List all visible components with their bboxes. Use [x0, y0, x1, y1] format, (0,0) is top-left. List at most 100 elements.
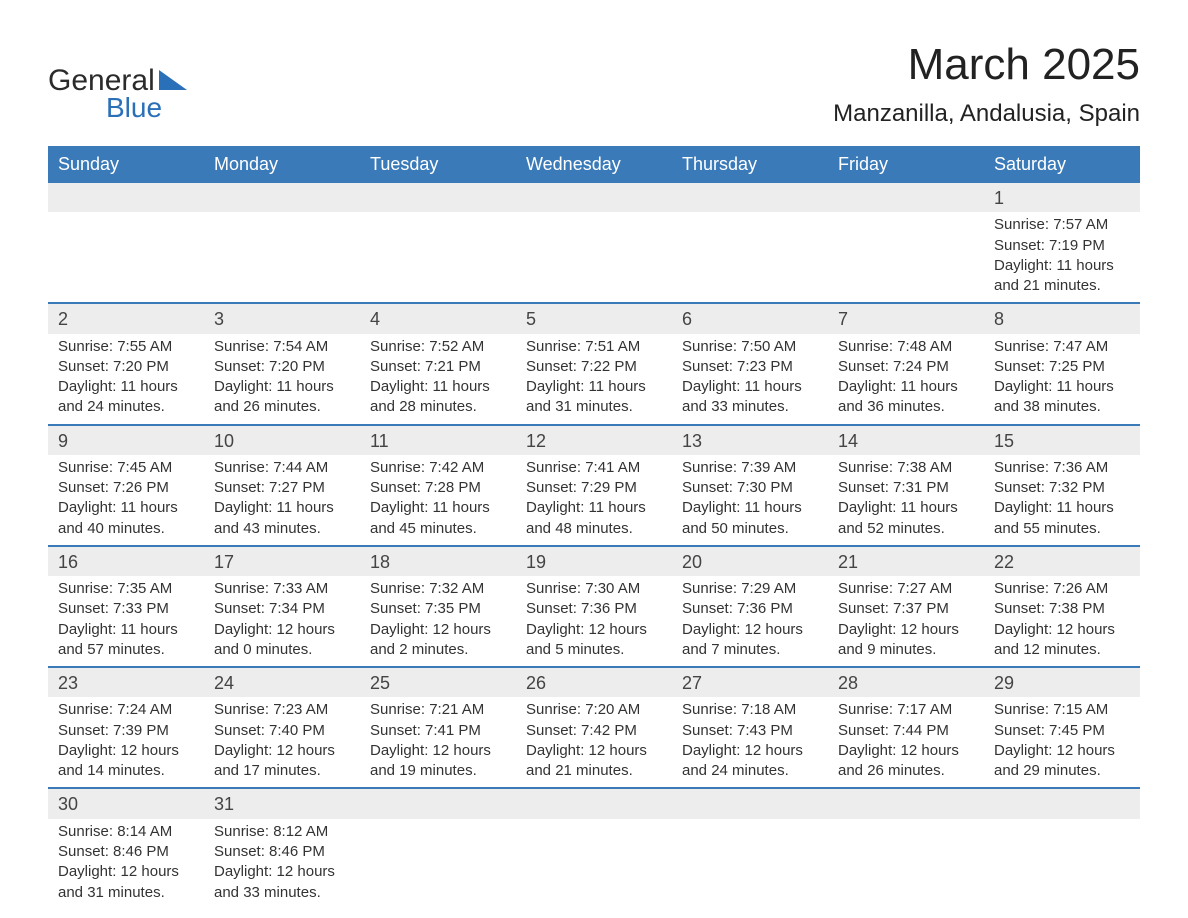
detail-line: Sunset: 7:20 PM [58, 357, 194, 377]
day-number-cell [672, 183, 828, 212]
day-detail-cell: Sunrise: 7:23 AMSunset: 7:40 PMDaylight:… [204, 697, 360, 788]
day-detail-cell [516, 819, 672, 909]
month-title: March 2025 [833, 40, 1140, 90]
detail-line: and 26 minutes. [838, 761, 974, 781]
day-number-cell: 8 [984, 303, 1140, 333]
day-number-cell: 25 [360, 667, 516, 697]
day-number-row: 1 [48, 183, 1140, 212]
weekday-header: Saturday [984, 146, 1140, 183]
detail-line: and 9 minutes. [838, 640, 974, 660]
weekday-header: Tuesday [360, 146, 516, 183]
day-detail-row: Sunrise: 7:45 AMSunset: 7:26 PMDaylight:… [48, 455, 1140, 546]
detail-line: and 2 minutes. [370, 640, 506, 660]
detail-line: and 50 minutes. [682, 519, 818, 539]
detail-line: and 24 minutes. [682, 761, 818, 781]
day-detail-cell [204, 212, 360, 303]
detail-line: Sunrise: 7:38 AM [838, 458, 974, 478]
day-detail-row: Sunrise: 7:55 AMSunset: 7:20 PM Daylight:… [48, 334, 1140, 425]
detail-line: and 7 minutes. [682, 640, 818, 660]
detail-line: Sunset: 8:46 PM [58, 842, 194, 862]
detail-line: Sunrise: 7:47 AM [994, 337, 1130, 357]
detail-line: Sunrise: 7:55 AM [58, 337, 194, 357]
detail-line: Sunset: 7:21 PM [370, 357, 506, 377]
detail-line: Sunset: 7:32 PM [994, 478, 1130, 498]
detail-line: Sunrise: 7:54 AM [214, 337, 350, 357]
day-number-cell [360, 183, 516, 212]
detail-line: and 21 minutes. [526, 761, 662, 781]
detail-line: Sunrise: 7:39 AM [682, 458, 818, 478]
detail-line: and 5 minutes. [526, 640, 662, 660]
detail-line: Daylight: 11 hours [526, 498, 662, 518]
day-number-cell [48, 183, 204, 212]
detail-line: Daylight: 11 hours [682, 377, 818, 397]
weekday-header-row: SundayMondayTuesdayWednesdayThursdayFrid… [48, 146, 1140, 183]
detail-line: and 52 minutes. [838, 519, 974, 539]
detail-line: Sunrise: 7:57 AM [994, 215, 1130, 235]
day-number-cell: 9 [48, 425, 204, 455]
day-detail-cell: Sunrise: 7:21 AMSunset: 7:41 PMDaylight:… [360, 697, 516, 788]
detail-line: Sunset: 7:27 PM [214, 478, 350, 498]
detail-line: Daylight: 12 hours [214, 741, 350, 761]
detail-line: Daylight: 12 hours [682, 741, 818, 761]
detail-line: Daylight: 11 hours [994, 498, 1130, 518]
detail-line: and 43 minutes. [214, 519, 350, 539]
day-number-cell: 17 [204, 546, 360, 576]
detail-line: Sunrise: 7:48 AM [838, 337, 974, 357]
detail-line: and 33 minutes. [682, 397, 818, 417]
day-number-cell [204, 183, 360, 212]
day-number-row: 9101112131415 [48, 425, 1140, 455]
day-detail-row: Sunrise: 8:14 AMSunset: 8:46 PMDaylight:… [48, 819, 1140, 909]
day-number-cell: 27 [672, 667, 828, 697]
day-number-cell: 31 [204, 788, 360, 818]
detail-line: and 33 minutes. [214, 883, 350, 903]
day-detail-cell: Sunrise: 7:57 AMSunset: 7:19 PMDaylight:… [984, 212, 1140, 303]
title-block: March 2025 Manzanilla, Andalusia, Spain [833, 40, 1140, 128]
detail-line: Sunset: 7:39 PM [58, 721, 194, 741]
detail-line: Daylight: 12 hours [370, 620, 506, 640]
detail-line: and 0 minutes. [214, 640, 350, 660]
detail-line: Daylight: 11 hours [58, 498, 194, 518]
day-detail-cell [672, 819, 828, 909]
detail-line: Sunrise: 7:45 AM [58, 458, 194, 478]
day-detail-cell: Sunrise: 7:18 AMSunset: 7:43 PMDaylight:… [672, 697, 828, 788]
day-number-cell: 21 [828, 546, 984, 576]
detail-line: Daylight: 12 hours [214, 862, 350, 882]
day-number-row: 2345678 [48, 303, 1140, 333]
day-number-cell: 4 [360, 303, 516, 333]
logo: General Blue [48, 64, 187, 124]
detail-line: Sunset: 7:23 PM [682, 357, 818, 377]
detail-line: Daylight: 12 hours [682, 620, 818, 640]
detail-line: Sunset: 7:22 PM [526, 357, 662, 377]
day-detail-cell: Sunrise: 7:36 AMSunset: 7:32 PMDaylight:… [984, 455, 1140, 546]
detail-line: Daylight: 11 hours [682, 498, 818, 518]
detail-line: and 29 minutes. [994, 761, 1130, 781]
detail-line: and 31 minutes. [58, 883, 194, 903]
day-detail-cell: Sunrise: 7:15 AMSunset: 7:45 PMDaylight:… [984, 697, 1140, 788]
detail-line: Sunrise: 7:20 AM [526, 700, 662, 720]
detail-line: Sunset: 7:29 PM [526, 478, 662, 498]
detail-line: Sunset: 7:38 PM [994, 599, 1130, 619]
detail-line: Sunset: 7:28 PM [370, 478, 506, 498]
weekday-header: Wednesday [516, 146, 672, 183]
day-number-cell [360, 788, 516, 818]
day-number-cell: 10 [204, 425, 360, 455]
day-number-cell [516, 788, 672, 818]
day-detail-cell [828, 212, 984, 303]
detail-line: and 17 minutes. [214, 761, 350, 781]
detail-line: Sunrise: 7:17 AM [838, 700, 974, 720]
day-detail-cell: Sunrise: 7:45 AMSunset: 7:26 PMDaylight:… [48, 455, 204, 546]
day-detail-cell: Sunrise: 7:39 AMSunset: 7:30 PMDaylight:… [672, 455, 828, 546]
day-number-cell: 6 [672, 303, 828, 333]
day-detail-cell [672, 212, 828, 303]
detail-line: Sunset: 8:46 PM [214, 842, 350, 862]
day-number-cell: 16 [48, 546, 204, 576]
day-detail-cell: Sunrise: 7:48 AMSunset: 7:24 PMDaylight:… [828, 334, 984, 425]
detail-line: Sunset: 7:26 PM [58, 478, 194, 498]
day-number-cell: 15 [984, 425, 1140, 455]
day-number-cell: 29 [984, 667, 1140, 697]
detail-line: Daylight: 11 hours [370, 377, 506, 397]
day-detail-cell: Sunrise: 7:35 AMSunset: 7:33 PMDaylight:… [48, 576, 204, 667]
day-number-row: 23242526272829 [48, 667, 1140, 697]
detail-line: Sunrise: 7:52 AM [370, 337, 506, 357]
day-number-cell: 26 [516, 667, 672, 697]
